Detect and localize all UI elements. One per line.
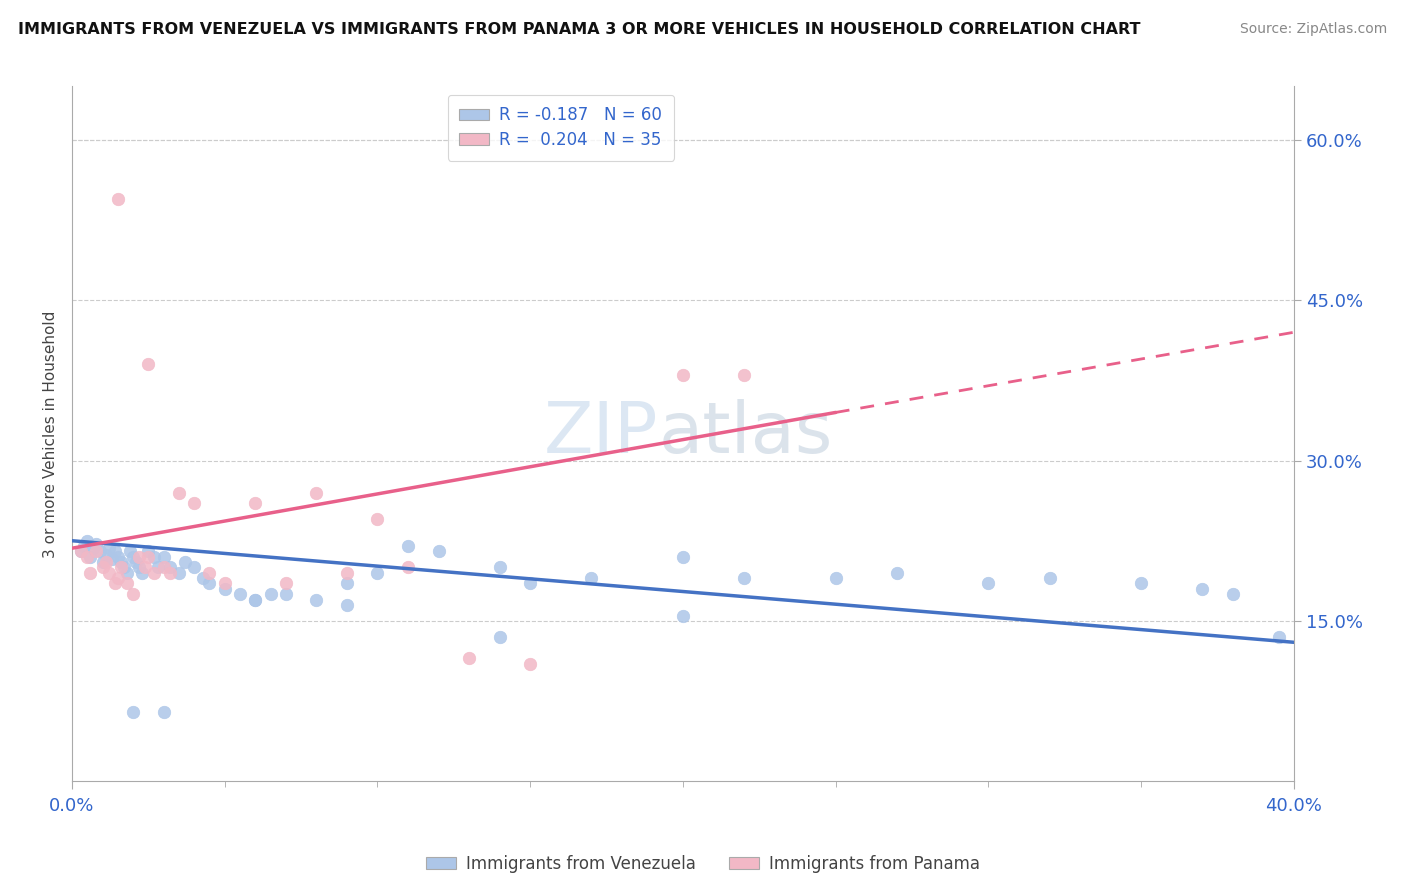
Legend: R = -0.187   N = 60, R =  0.204   N = 35: R = -0.187 N = 60, R = 0.204 N = 35 [447, 95, 673, 161]
Text: IMMIGRANTS FROM VENEZUELA VS IMMIGRANTS FROM PANAMA 3 OR MORE VEHICLES IN HOUSEH: IMMIGRANTS FROM VENEZUELA VS IMMIGRANTS … [18, 22, 1140, 37]
Text: ZIP: ZIP [544, 400, 658, 468]
Text: Source: ZipAtlas.com: Source: ZipAtlas.com [1240, 22, 1388, 37]
Legend: Immigrants from Venezuela, Immigrants from Panama: Immigrants from Venezuela, Immigrants fr… [419, 848, 987, 880]
Text: atlas: atlas [658, 400, 832, 468]
Y-axis label: 3 or more Vehicles in Household: 3 or more Vehicles in Household [44, 310, 58, 558]
